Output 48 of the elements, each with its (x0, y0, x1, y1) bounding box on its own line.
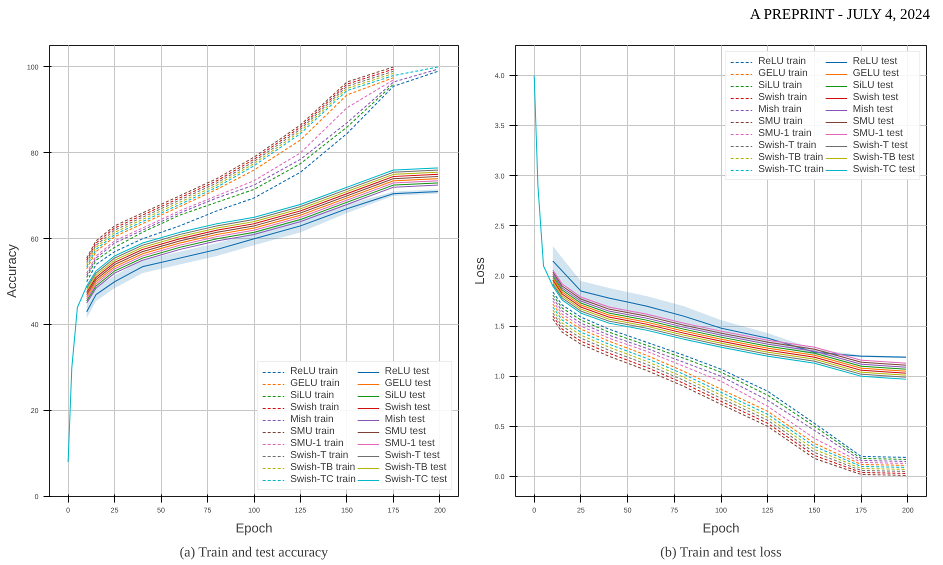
legend-label: ReLU train (290, 366, 338, 377)
legend-label: GELU test (852, 68, 899, 79)
legend-label: GELU train (290, 378, 340, 389)
legend-label: Mish train (758, 104, 802, 115)
text: A PREPRINT - JULY 4, 2024 (748, 6, 930, 25)
legend-label: GELU train (758, 68, 808, 79)
text: (a) Train and test accuracy (180, 546, 328, 560)
legend-label: SMU test (852, 116, 894, 127)
x-axis-title: Epoch (236, 520, 272, 536)
text: (b) Train and test loss (660, 546, 782, 560)
legend-label: Swish-T test (384, 450, 440, 461)
legend-label: SMU test (384, 426, 426, 437)
legend-label: SiLU train (290, 390, 334, 401)
legend-label: SiLU test (384, 390, 426, 401)
legend-label: SMU-1 test (852, 128, 903, 139)
legend-label: Swish test (852, 92, 898, 103)
legend-label: Swish-T train (290, 450, 348, 461)
legend-label: Mish train (290, 414, 334, 425)
legend-label: SMU-1 train (290, 438, 344, 449)
legend-label: Swish-TC train (290, 474, 356, 485)
legend-label: Swish-TC test (852, 164, 915, 175)
legend-label: SMU train (290, 426, 335, 437)
y-axis-title: Accuracy (4, 244, 19, 298)
y-axis-title: Loss (472, 256, 487, 285)
legend-label: Swish-TC test (384, 474, 447, 485)
legend-label: ReLU test (852, 56, 898, 67)
legend-label: Swish train (290, 402, 340, 413)
legend-label: Mish test (852, 104, 893, 115)
legend-label: Swish-TB test (852, 152, 914, 163)
legend-label: Swish-TB train (290, 462, 356, 473)
legend-label: Mish test (384, 414, 425, 425)
legend-label: ReLU test (384, 366, 430, 377)
line-series (68, 167, 439, 463)
legend-label: SMU-1 train (758, 128, 812, 139)
legend-label: SiLU train (758, 80, 802, 91)
legend-label: SMU-1 test (384, 438, 435, 449)
legend-label: Swish-TB train (758, 152, 824, 163)
legend-label: Swish-T train (758, 140, 816, 151)
legend-label: Swish train (758, 92, 808, 103)
legend-label: Swish-TB test (384, 462, 446, 473)
legend-label: ReLU train (758, 56, 806, 67)
legend-label: Swish-TC train (758, 164, 824, 175)
x-axis-title: Epoch (702, 520, 740, 536)
legend-label: SiLU test (852, 80, 894, 91)
legend-label: SMU train (758, 116, 803, 127)
legend-label: Swish-T test (852, 140, 908, 151)
legend-label: Swish test (384, 402, 430, 413)
legend-label: GELU test (384, 378, 431, 389)
